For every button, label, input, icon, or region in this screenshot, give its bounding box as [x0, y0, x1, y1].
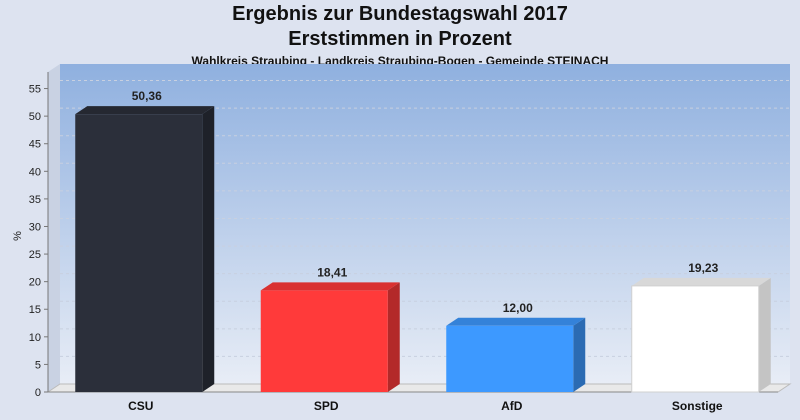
bar-sonstige — [631, 285, 760, 393]
x-tick-label-afd: AfD — [501, 399, 523, 413]
y-tick-label: 55 — [29, 84, 41, 96]
bar-top-spd — [260, 282, 400, 291]
y-tick-label: 15 — [29, 304, 41, 316]
x-tick-label-csu: CSU — [128, 399, 153, 413]
y-tick-label: 5 — [35, 359, 41, 371]
chart-title: Ergebnis zur Bundestagswahl 2017 — [232, 3, 568, 25]
value-label-afd: 12,00 — [503, 301, 533, 315]
y-tick-label: 40 — [29, 166, 41, 178]
bar-top-afd — [446, 317, 586, 326]
bar-top-csu — [75, 106, 215, 115]
bar-top-sonstige — [631, 277, 771, 286]
y-tick-label: 0 — [35, 387, 41, 399]
bar-side-sonstige — [758, 277, 771, 392]
bar-spd — [260, 290, 388, 392]
plot-side-wall — [48, 64, 60, 392]
chart-title-line-2: Erststimmen in Prozent — [288, 28, 512, 50]
bar-side-afd — [573, 317, 586, 392]
y-tick-label: 10 — [29, 332, 41, 344]
y-tick-label: 25 — [29, 249, 41, 261]
bar-side-spd — [387, 282, 400, 392]
x-tick-label-spd: SPD — [314, 399, 339, 413]
value-label-spd: 18,41 — [317, 265, 347, 279]
bar-afd — [446, 325, 574, 392]
y-tick-label: 20 — [29, 277, 41, 289]
y-tick-label: 50 — [29, 111, 41, 123]
value-label-sonstige: 19,23 — [688, 261, 718, 275]
y-tick-label: 30 — [29, 221, 41, 233]
value-label-csu: 50,36 — [132, 89, 162, 103]
bar-side-csu — [202, 106, 215, 392]
bar-csu — [75, 114, 203, 392]
y-tick-label: 45 — [29, 139, 41, 151]
y-axis-label: % — [12, 231, 24, 241]
y-tick-label: 35 — [29, 194, 41, 206]
x-tick-label-sonstige: Sonstige — [672, 399, 723, 413]
